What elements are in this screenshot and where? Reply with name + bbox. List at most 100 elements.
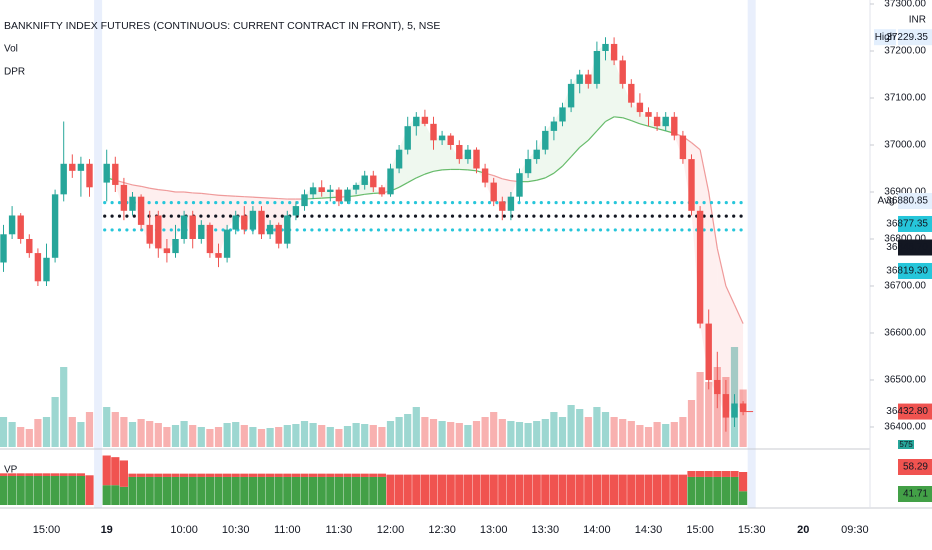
candle-body (180, 215, 188, 239)
vp-sell (102, 455, 111, 486)
dpr-line (502, 178, 512, 182)
volume-bar (670, 422, 678, 447)
vp-buy (42, 475, 51, 505)
candle-body (120, 184, 128, 211)
candle-body (86, 163, 93, 188)
candle-body (51, 194, 59, 258)
vp-sell (610, 474, 619, 505)
volume-bar (662, 424, 670, 447)
volume-bar (550, 412, 558, 447)
volume-bar (498, 419, 506, 447)
volume-bar (584, 417, 592, 447)
vp-buy (128, 476, 137, 505)
candle-body (430, 123, 437, 141)
candle-body (550, 121, 558, 131)
vp-sell (231, 473, 240, 477)
vp-sell (739, 472, 748, 492)
candle-body (163, 248, 171, 254)
candle-body (559, 107, 566, 122)
y-tick-label: 37200.00 (884, 46, 926, 57)
volume-bar (705, 382, 713, 447)
candle-body (404, 126, 411, 150)
volume-bar (395, 417, 403, 447)
volume-bar (17, 427, 25, 447)
level-value: 36819.30 (886, 266, 928, 277)
vp-sell (137, 473, 146, 477)
candle-body (653, 116, 661, 127)
vp-sell (248, 473, 257, 477)
vp-sell (42, 473, 51, 476)
vp-buy (0, 475, 8, 505)
vp-sell (687, 471, 696, 477)
vp-sell (300, 473, 309, 477)
vp-buy (162, 476, 171, 505)
avg-value: 36880.85 (886, 196, 928, 207)
dpr-fill (416, 116, 425, 178)
vp-buy (16, 475, 25, 505)
dpr-line (201, 192, 210, 195)
vp-sell (592, 474, 601, 505)
candle-body (155, 215, 162, 249)
y-tick-label: 37100.00 (884, 93, 926, 104)
candle-body (731, 403, 738, 418)
volume-bar (361, 424, 369, 447)
x-tick-label: 11:00 (274, 524, 301, 536)
candle-body (275, 224, 282, 244)
x-tick-label: 10:30 (222, 524, 250, 536)
candle-body (146, 224, 153, 244)
candle-body (129, 196, 136, 211)
volume-bar (421, 417, 429, 447)
vp-sell (678, 474, 687, 505)
x-tick-label: 09:30 (841, 524, 869, 536)
vp-buy (377, 476, 386, 505)
dpr-line (364, 192, 374, 195)
volume-bar (696, 372, 704, 447)
currency-label: INR (909, 15, 926, 26)
volume-bar (85, 412, 94, 447)
vp-buy (713, 476, 722, 505)
dpr-fill (734, 304, 744, 412)
dpr-line (123, 182, 133, 186)
candle-body (662, 116, 669, 127)
vp-sell (360, 473, 369, 477)
candle-body (628, 83, 635, 103)
candle-body (258, 210, 265, 235)
volume-bar (576, 409, 584, 447)
candle-body (361, 175, 368, 185)
candle-body (395, 149, 403, 169)
volume-bar (249, 427, 257, 447)
vp-sell (644, 474, 653, 505)
volume-bar (232, 422, 240, 447)
level-value-bg (898, 239, 932, 256)
vp-sell (326, 473, 335, 477)
volume-badge-bg (898, 440, 914, 449)
vp-buy (369, 476, 378, 505)
vp-sell (59, 473, 68, 476)
candle-body (464, 149, 472, 160)
dpr-fill (166, 190, 176, 254)
volume-bar (0, 417, 8, 447)
vp-sell (618, 474, 627, 505)
vp-sell (438, 474, 447, 505)
volume-bar (352, 423, 360, 447)
volume-bar (111, 412, 119, 447)
candle-body (327, 189, 334, 192)
candle-body (619, 60, 626, 84)
vp-sell-label-bg (898, 459, 932, 475)
vp-buy (33, 475, 42, 505)
vp-sell (291, 473, 300, 477)
dpr-line (570, 146, 581, 158)
dpr-line (716, 248, 727, 287)
vp-sell (696, 471, 705, 477)
volume-bar (51, 397, 59, 447)
vp-sell (274, 473, 283, 477)
volume-bar (275, 427, 283, 447)
volume-bar (8, 422, 16, 447)
volume-bar (77, 422, 85, 447)
vp-buy (352, 476, 361, 505)
volume-bar (464, 425, 472, 447)
candle-body (671, 116, 678, 136)
volume-bar (343, 426, 352, 447)
